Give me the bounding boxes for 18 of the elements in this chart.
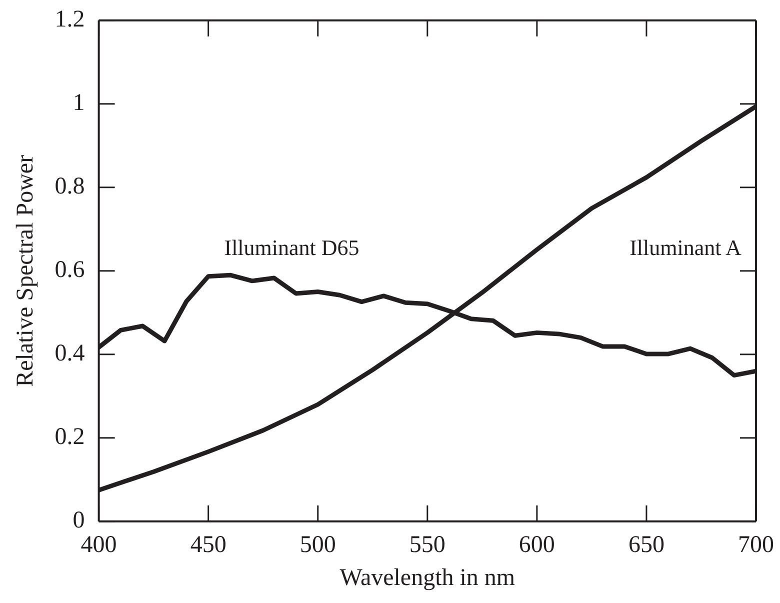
x-axis-title: Wavelength in nm bbox=[340, 564, 516, 591]
y-axis-title: Relative Spectral Power bbox=[12, 154, 39, 387]
x-tick-label: 400 bbox=[80, 532, 117, 558]
x-tick-label: 600 bbox=[518, 532, 555, 558]
series-label: Illuminant A bbox=[630, 234, 742, 260]
y-tick-label: 1 bbox=[72, 90, 85, 116]
x-tick-label: 450 bbox=[190, 532, 226, 558]
y-tick-label: 0.6 bbox=[54, 257, 85, 284]
y-tick-label: 0.8 bbox=[54, 174, 85, 200]
series-label: Illuminant D65 bbox=[224, 234, 360, 260]
x-tick-label: 700 bbox=[738, 532, 774, 558]
y-tick-label: 0 bbox=[72, 508, 85, 534]
x-tick-label: 550 bbox=[409, 532, 446, 558]
y-tick-label: 0.2 bbox=[54, 424, 85, 450]
y-tick-label: 1.2 bbox=[54, 6, 85, 33]
y-tick-label: 0.4 bbox=[54, 340, 85, 367]
x-tick-label: 500 bbox=[300, 532, 336, 558]
x-tick-label: 650 bbox=[628, 532, 664, 558]
